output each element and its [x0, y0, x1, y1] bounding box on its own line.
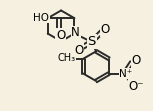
Text: O: O [56, 29, 65, 42]
Text: N: N [71, 27, 80, 40]
Text: O: O [74, 44, 83, 57]
Text: CH₃: CH₃ [58, 53, 76, 63]
Text: O: O [101, 23, 110, 36]
Text: S: S [87, 35, 96, 48]
Text: N⁺: N⁺ [119, 69, 132, 79]
Text: O⁻: O⁻ [129, 80, 144, 93]
Text: O: O [131, 54, 140, 67]
Text: HO: HO [33, 13, 49, 23]
